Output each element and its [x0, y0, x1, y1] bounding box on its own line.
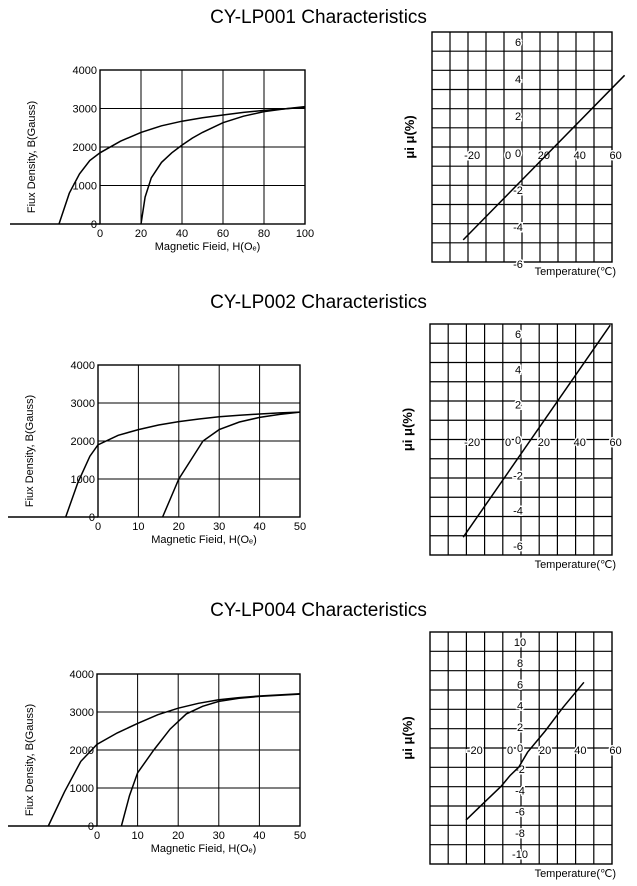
bh-y-tick-label: 1000: [73, 181, 97, 193]
mu-curve-1: [462, 74, 626, 241]
mu-x-axis-label: Temperature(℃): [535, 559, 616, 571]
mu-x-axis-label: Temperature(℃): [535, 266, 616, 278]
mu-y-axis-label: μi μ(%): [400, 408, 415, 451]
mu-y-tick-label: 10: [514, 637, 526, 649]
mu-x-tick-label: 0: [505, 437, 511, 449]
bh-x-tick-label: 100: [296, 228, 314, 240]
chart-title-lp004: CY-LP004 Characteristics: [210, 600, 427, 621]
mu-y-tick-label: -10: [512, 849, 528, 861]
mu-y-tick-label: 4: [517, 701, 523, 713]
bh-x-tick-label: 20: [135, 228, 147, 240]
bh-x-tick-label: 40: [253, 830, 265, 842]
mu-y-tick-label: 8: [517, 658, 523, 670]
bh-x-tick-label: 0: [95, 521, 101, 533]
mu-curve-1: [462, 324, 611, 538]
mu-x-tick-label: 20: [539, 745, 551, 757]
mu-x-tick-label: 0: [507, 745, 513, 757]
mu-y-tick-label: 2: [517, 722, 523, 734]
mu-y-tick-label: 0: [515, 148, 521, 160]
mu-y-tick-label: -4: [515, 785, 525, 797]
bh-y-axis-label: Fiux Density, B(Gauss): [24, 704, 36, 816]
chart-title-lp001: CY-LP001 Characteristics: [210, 7, 427, 28]
mu-y-tick-label: -6: [513, 259, 523, 271]
bh-x-tick-label: 30: [213, 830, 225, 842]
bh-x-tick-label: 40: [253, 521, 265, 533]
bh-y-tick-label: 3000: [70, 707, 94, 719]
mu-y-tick-label: 4: [515, 74, 521, 86]
bh-y-tick-label: 4000: [73, 65, 97, 77]
mu-x-tick-label: 60: [609, 437, 621, 449]
mu-curve-1: [465, 681, 585, 821]
bh-y-tick-label: 3000: [71, 398, 95, 410]
bh-x-tick-label: 80: [258, 228, 270, 240]
bh-y-axis-label: Fiux Density, B(Gauss): [24, 395, 36, 507]
bh-curve-1: [64, 411, 301, 518]
bh-x-tick-label: 0: [94, 830, 100, 842]
mu-x-axis-label: Temperature(℃): [535, 868, 616, 880]
mu-x-tick-label: 60: [609, 745, 621, 757]
mu-x-tick-label: 0: [505, 150, 511, 162]
bh-x-tick-label: 50: [294, 830, 306, 842]
bh-y-tick-label: 4000: [71, 360, 95, 372]
bh-x-axis-label: Magnetic Fieid, H(Oₑ): [151, 534, 257, 546]
mu-x-tick-label: 60: [609, 150, 621, 162]
mu-y-axis-label: μi μ(%): [400, 716, 415, 759]
bh-x-tick-label: 20: [173, 521, 185, 533]
bh-y-tick-label: 2000: [73, 142, 97, 154]
mu-x-tick-label: 20: [538, 150, 550, 162]
mu-x-tick-label: 40: [574, 745, 586, 757]
bh-x-tick-label: 10: [131, 830, 143, 842]
mu-y-tick-label: 6: [515, 37, 521, 49]
mu-x-tick-label: -20: [464, 437, 480, 449]
bh-curve-2: [161, 411, 301, 518]
mu-y-tick-label: -2: [513, 470, 523, 482]
bh-y-axis-label: Fiux Density, B(Gauss): [26, 101, 38, 213]
bh-x-tick-label: 40: [176, 228, 188, 240]
bh-y-tick-label: 0: [88, 821, 94, 833]
bh-y-tick-label: 1000: [70, 783, 94, 795]
bh-y-tick-label: 2000: [71, 436, 95, 448]
mu-y-tick-label: 0: [515, 435, 521, 447]
mu-x-tick-label: 20: [538, 437, 550, 449]
mu-y-tick-label: 2: [515, 400, 521, 412]
mu-x-tick-label: -20: [467, 745, 483, 757]
mu-y-tick-label: 0: [517, 743, 523, 755]
mu-y-axis-label: μi μ(%): [402, 115, 417, 158]
bh-x-tick-label: 30: [213, 521, 225, 533]
bh-x-tick-label: 50: [294, 521, 306, 533]
mu-y-tick-label: -4: [513, 506, 523, 518]
mu-x-tick-label: -20: [464, 150, 480, 162]
bh-x-tick-label: 0: [97, 228, 103, 240]
mu-y-tick-label: 4: [515, 364, 521, 376]
bh-y-tick-label: 0: [89, 512, 95, 524]
bh-y-tick-label: 0: [91, 219, 97, 231]
bh-curve-2: [140, 105, 306, 225]
mu-x-tick-label: 40: [574, 437, 586, 449]
mu-y-tick-label: 6: [517, 679, 523, 691]
chart-title-lp002: CY-LP002 Characteristics: [210, 292, 427, 313]
mu-y-tick-label: 2: [515, 111, 521, 123]
bh-x-tick-label: 20: [172, 830, 184, 842]
bh-x-axis-label: Magnetic Fieid, H(Oₑ): [155, 241, 261, 253]
bh-curve-1: [58, 106, 306, 225]
mu-y-tick-label: -8: [515, 828, 525, 840]
bh-x-tick-label: 60: [217, 228, 229, 240]
mu-y-tick-label: -4: [513, 222, 523, 234]
bh-y-tick-label: 4000: [70, 669, 94, 681]
bh-x-axis-label: Magnetic Fieid, H(Oₑ): [151, 843, 257, 855]
mu-y-tick-label: 6: [515, 329, 521, 341]
mu-y-tick-label: -6: [515, 807, 525, 819]
mu-y-tick-label: -6: [513, 541, 523, 553]
bh-curve-2: [120, 693, 301, 827]
mu-x-tick-label: 40: [574, 150, 586, 162]
bh-x-tick-label: 10: [132, 521, 144, 533]
bh-y-tick-label: 3000: [73, 104, 97, 116]
mu-y-tick-label: -2: [515, 764, 525, 776]
bh-y-tick-label: 1000: [71, 474, 95, 486]
